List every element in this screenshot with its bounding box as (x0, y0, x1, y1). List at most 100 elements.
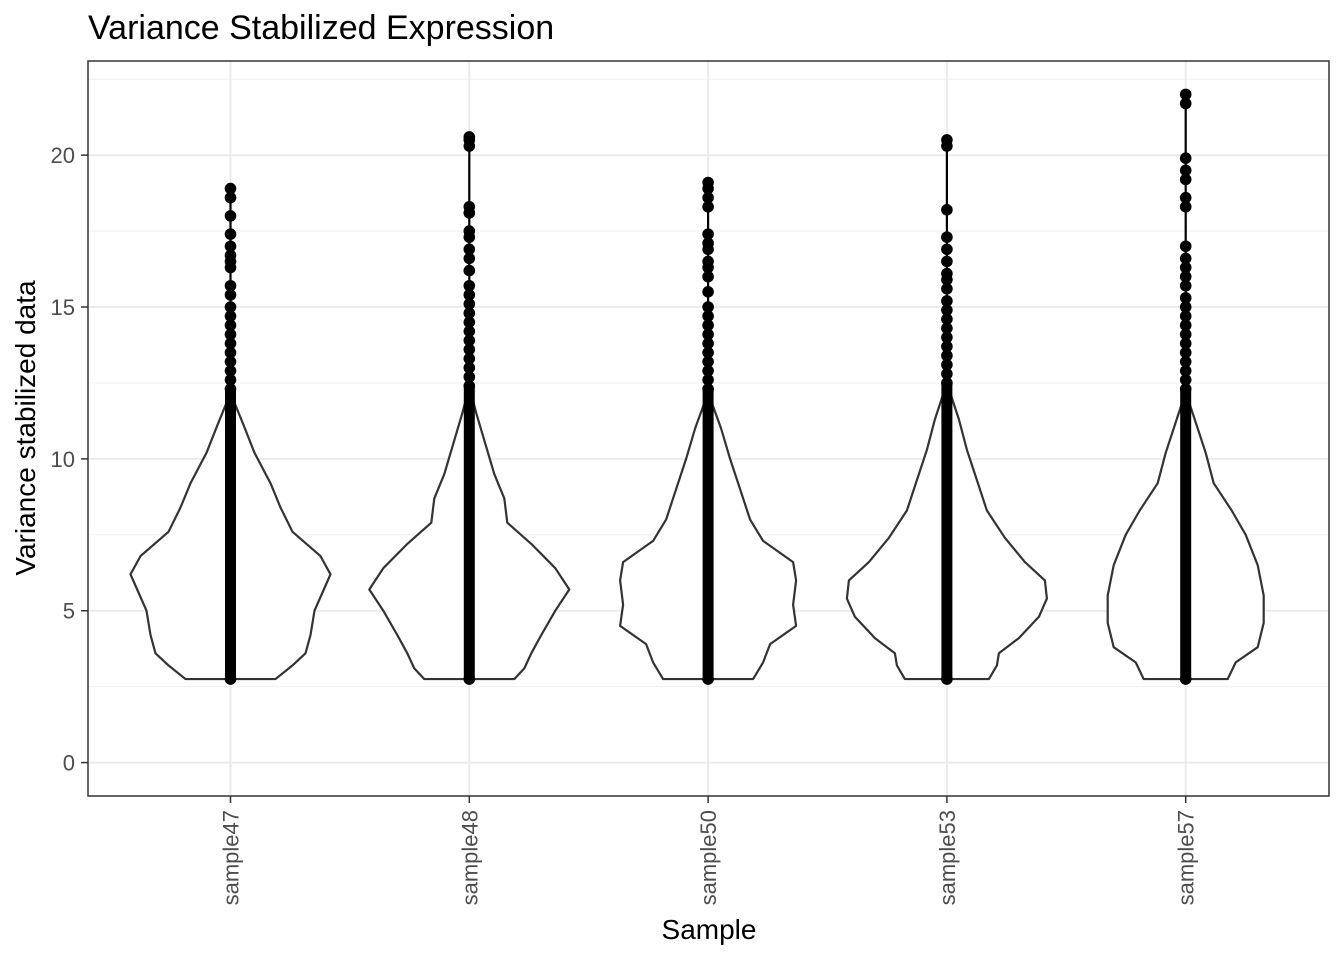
data-point (1179, 292, 1192, 304)
data-point (1179, 88, 1192, 101)
data-point (224, 228, 237, 240)
data-point (463, 371, 476, 383)
violin-group (845, 134, 1048, 685)
data-point (941, 282, 953, 295)
data-point (1179, 310, 1192, 322)
x-tick-label: sample53 (935, 810, 960, 905)
data-point (224, 182, 237, 195)
data-point (702, 374, 714, 386)
data-point (702, 673, 714, 685)
x-tick-label: sample57 (1174, 810, 1199, 905)
data-point (941, 204, 953, 216)
x-tick-label: sample47 (219, 810, 244, 905)
data-point (224, 346, 237, 359)
data-point (941, 349, 953, 362)
data-point (702, 383, 714, 395)
data-point (463, 252, 476, 265)
data-point (702, 237, 714, 250)
data-point (224, 328, 237, 341)
violin-group (129, 182, 332, 685)
y-tick-label: 5 (63, 599, 75, 624)
data-point (941, 231, 953, 243)
data-point (463, 264, 476, 277)
violin-group (619, 176, 798, 685)
data-point (1179, 200, 1192, 213)
data-point (224, 319, 237, 332)
data-point (1179, 152, 1192, 164)
data-point (1179, 346, 1192, 359)
data-point (702, 270, 714, 283)
data-point (702, 328, 714, 341)
data-point (941, 295, 953, 307)
data-point (224, 383, 237, 395)
data-point (1179, 173, 1192, 186)
data-point (941, 368, 953, 380)
plot-panel: 0 5 10 15 20 sample47 sample48 sample50 sample53… (51, 60, 1330, 905)
data-point (1179, 252, 1192, 265)
data-point (941, 358, 953, 371)
data-point (702, 355, 714, 368)
data-point (224, 310, 237, 322)
data-point (702, 191, 714, 204)
data-point (224, 191, 237, 204)
data-point (224, 301, 237, 313)
x-tick-label: sample48 (457, 810, 482, 905)
data-point (941, 331, 953, 344)
data-point (1179, 337, 1192, 350)
data-point (463, 243, 476, 256)
data-point (941, 322, 953, 335)
data-point (702, 337, 714, 350)
data-point (702, 228, 714, 240)
data-point (224, 249, 237, 262)
data-point (224, 364, 237, 377)
data-point (702, 301, 714, 313)
x-tick-label: sample50 (696, 810, 721, 905)
data-point (941, 267, 953, 280)
data-point (1179, 240, 1192, 253)
data-point (941, 255, 953, 268)
data-point (702, 200, 714, 213)
data-point (224, 355, 237, 368)
data-point (463, 325, 476, 338)
data-point (702, 176, 714, 189)
data-point (463, 380, 476, 392)
data-point (224, 374, 237, 386)
y-tick-label: 20 (51, 143, 75, 168)
data-point (1179, 301, 1192, 313)
data-point (463, 225, 476, 237)
data-point (1179, 673, 1192, 685)
y-tick-label: 10 (51, 447, 75, 472)
data-point (1179, 319, 1192, 332)
data-point (702, 255, 714, 268)
chart-title: Variance Stabilized Expression (88, 9, 554, 47)
data-point (463, 316, 476, 328)
y-tick-label: 15 (51, 295, 75, 320)
data-point (1179, 328, 1192, 341)
data-point (702, 310, 714, 322)
data-point (941, 134, 953, 146)
data-point (224, 673, 237, 685)
y-axis-title: Variance stabilized data (10, 280, 41, 576)
data-point (1179, 261, 1192, 274)
data-point (463, 343, 476, 356)
data-point (1179, 191, 1192, 204)
data-point (463, 307, 476, 319)
data-point (1179, 97, 1192, 110)
data-point (702, 346, 714, 359)
data-point (1179, 355, 1192, 368)
data-point (1179, 364, 1192, 377)
data-point (463, 279, 476, 292)
data-point (941, 377, 953, 389)
data-point (941, 313, 953, 325)
data-point (463, 361, 476, 374)
data-point (702, 364, 714, 377)
data-point (941, 304, 953, 316)
data-point (224, 289, 237, 301)
data-point (463, 673, 476, 685)
data-point (1179, 270, 1192, 283)
data-point (224, 337, 237, 350)
data-point (941, 340, 953, 353)
y-tick-label: 0 (63, 751, 75, 776)
data-point (224, 240, 237, 253)
